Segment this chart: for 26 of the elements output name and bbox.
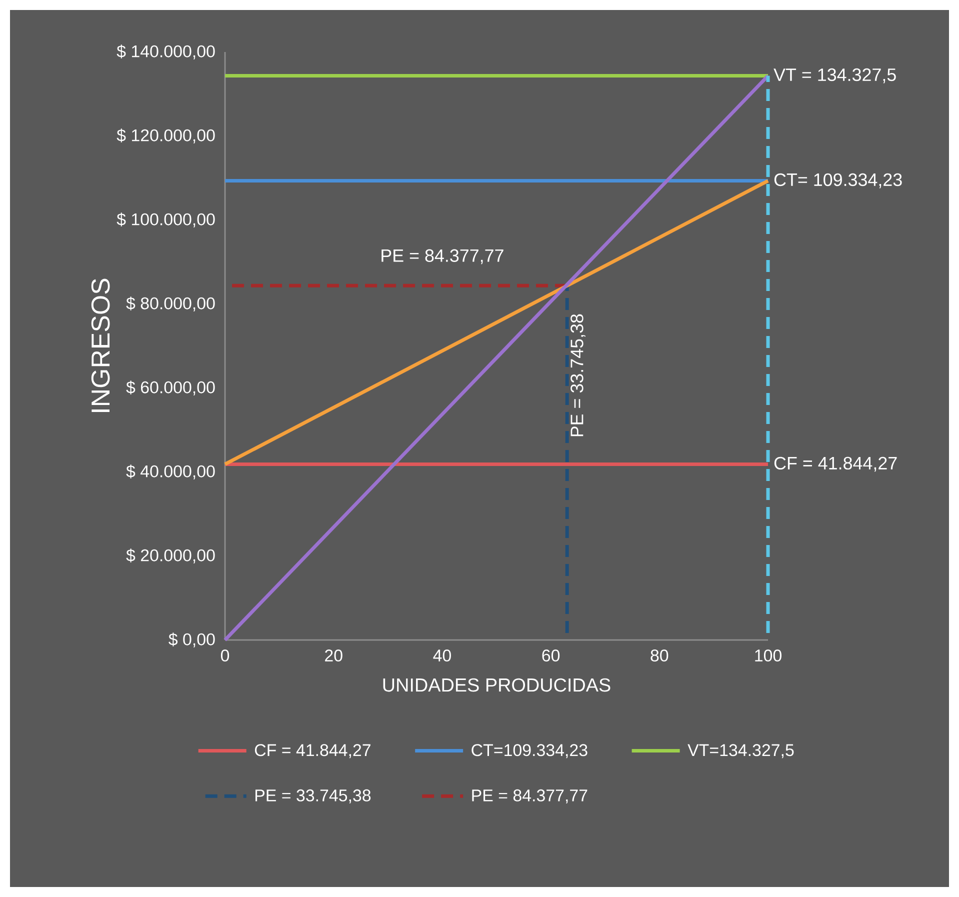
y-tick-label: $ 100.000,00 — [116, 212, 215, 228]
x-tick-label: 40 — [433, 650, 451, 662]
y-tick-label: $ 120.000,00 — [116, 128, 215, 144]
annotation: VT = 134.327,5 — [774, 68, 896, 84]
y-tick-label: $ 20.000,00 — [126, 548, 215, 564]
annotation: CT= 109.334,23 — [774, 173, 902, 188]
legend-label: CT=109.334,23 — [472, 744, 588, 758]
y-tick-label: $ 80.000,00 — [126, 296, 215, 312]
y-tick-label: $ 0,00 — [168, 632, 215, 648]
annotation: CF = 41.844,27 — [774, 456, 897, 472]
annotation: PE = 84.377,77 — [382, 249, 504, 264]
y-tick-label: $ 140.000,00 — [116, 44, 215, 60]
y-tick-label: $ 60.000,00 — [126, 380, 215, 396]
x-tick-label: 80 — [650, 650, 668, 662]
x-tick-label: 60 — [542, 650, 560, 662]
legend-label: CF = 41.844,27 — [254, 744, 370, 758]
annotation: PE = 33.745,38 — [570, 314, 586, 436]
legend-label: PE = 33.745,38 — [255, 789, 371, 804]
legend-label: VT=134.327,5 — [688, 744, 794, 758]
x-tick-label: 0 — [220, 650, 230, 662]
legend-label: PE = 84.377,77 — [472, 789, 588, 804]
y-axis-title: INGRESOS — [91, 278, 110, 412]
x-tick-label: 100 — [755, 650, 782, 662]
x-axis-title: UNIDADES PRODUCIDAS — [383, 678, 610, 692]
y-tick-label: $ 40.000,00 — [126, 464, 215, 480]
x-tick-label: 20 — [325, 650, 342, 662]
